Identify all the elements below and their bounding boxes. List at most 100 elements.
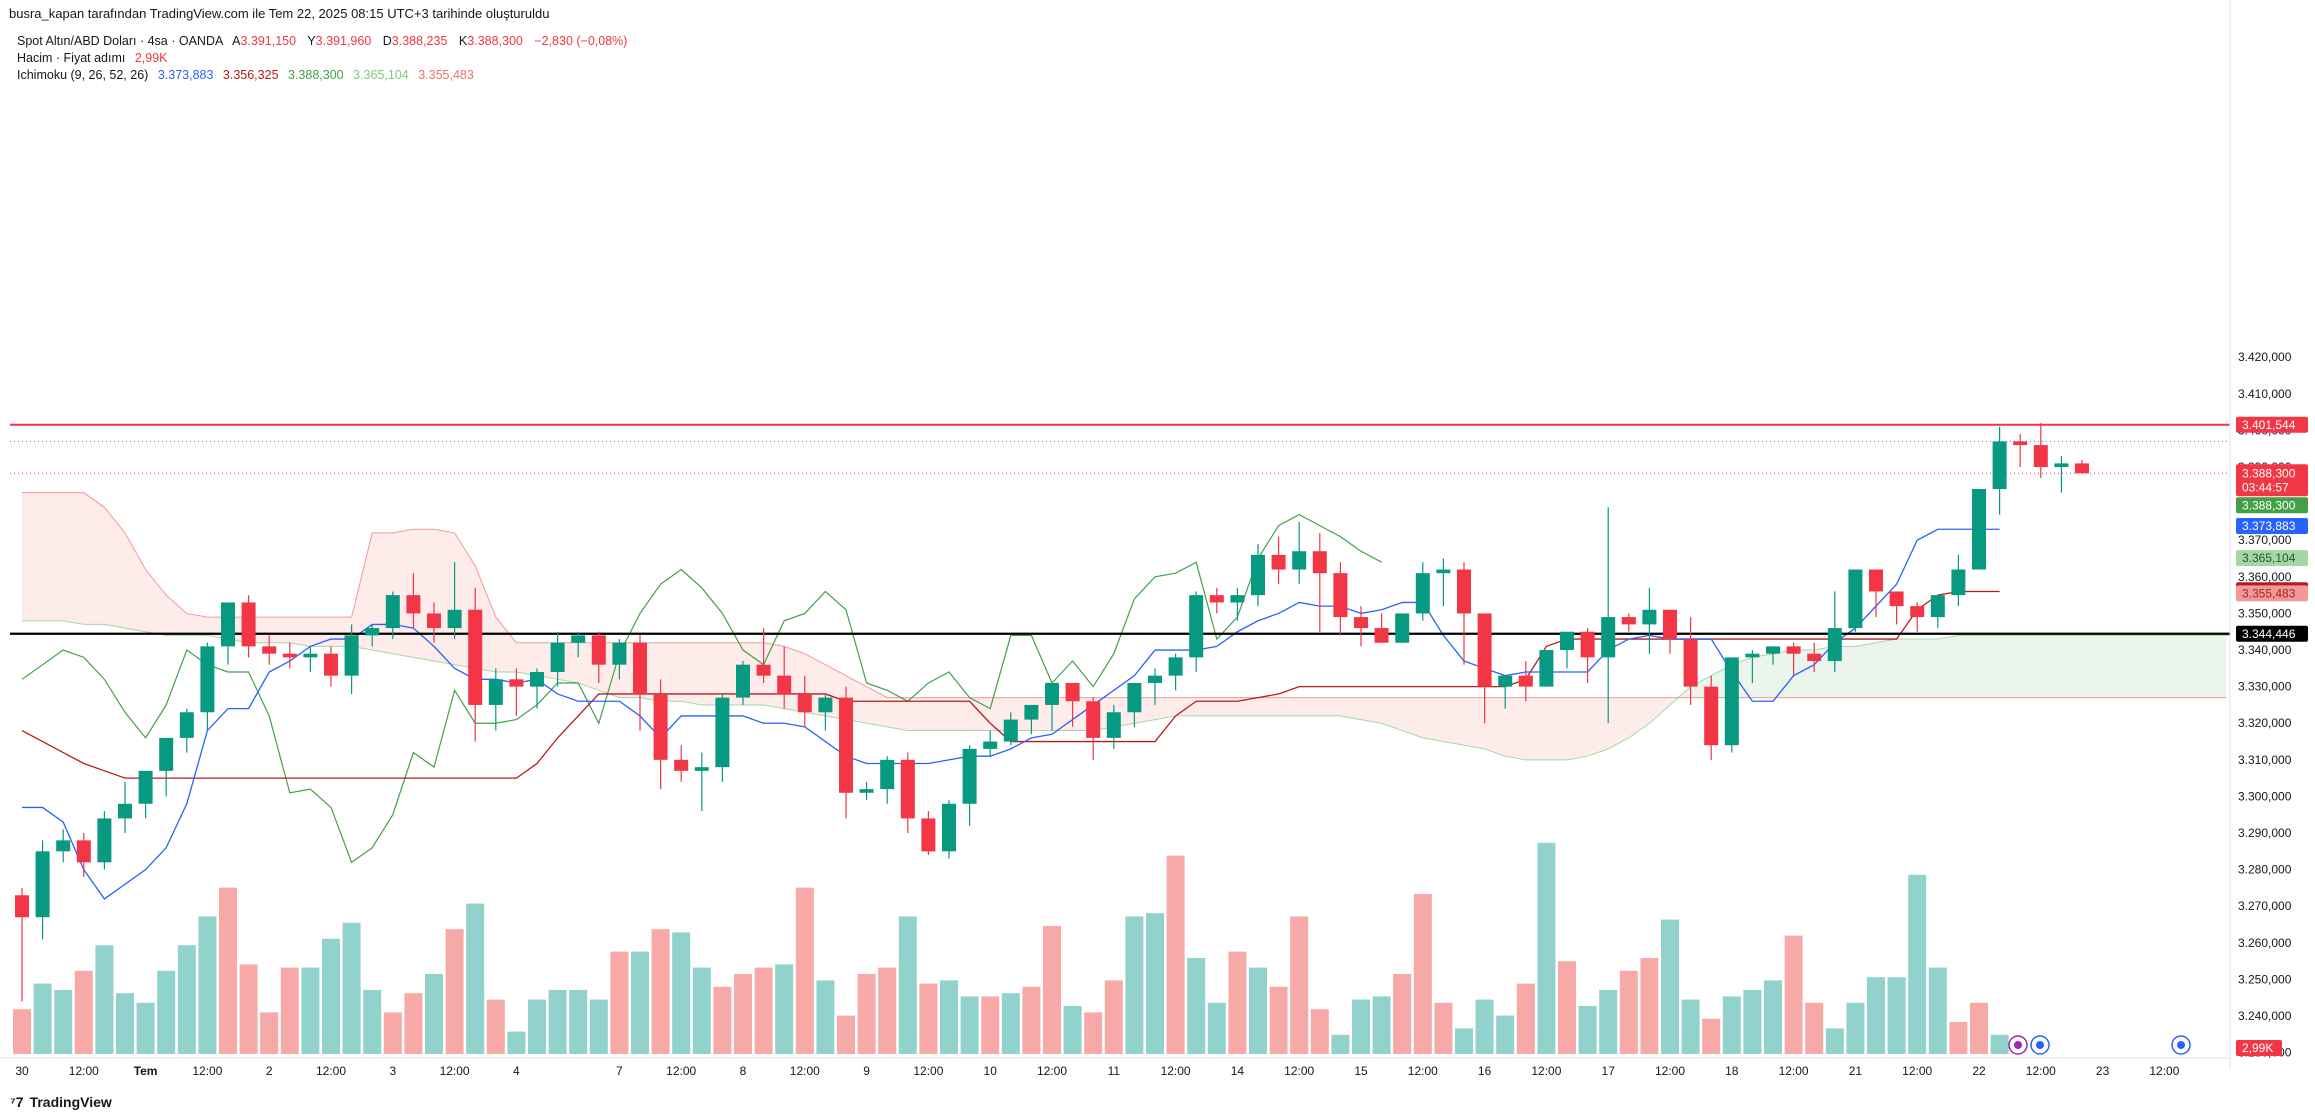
ichimoku-cloud-segment xyxy=(351,532,373,651)
candle-body xyxy=(488,679,503,705)
ichimoku-cloud-segment xyxy=(310,617,331,647)
candle-body xyxy=(591,635,606,665)
ichimoku-cloud-segment xyxy=(660,642,682,702)
candle-body xyxy=(1354,617,1368,629)
legend-ichimoku-label[interactable]: Ichimoku (9, 26, 52, 26) xyxy=(17,68,149,82)
volume-bar xyxy=(548,990,567,1054)
volume-bar xyxy=(445,929,464,1054)
candle-body xyxy=(736,664,750,698)
ichimoku-cloud-segment xyxy=(1175,697,1197,716)
volume-bar xyxy=(1867,977,1885,1054)
plot-area xyxy=(10,423,2230,1054)
ichimoku-cloud-segment xyxy=(866,686,888,727)
legend-volume-label[interactable]: Hacim · Fiyat adımı xyxy=(17,51,126,65)
volume-bar xyxy=(1146,913,1164,1054)
ichimoku-cloud-segment xyxy=(1773,650,1794,698)
candle-body xyxy=(1745,653,1760,658)
volume-bar xyxy=(1846,1002,1865,1054)
candle-body xyxy=(1189,595,1204,658)
volume-bar xyxy=(342,922,361,1054)
time-axis-tick: 12:00 xyxy=(2149,1064,2179,1078)
volume-bar xyxy=(1249,967,1267,1054)
volume-bar xyxy=(1537,842,1556,1054)
volume-bar xyxy=(1125,916,1144,1054)
price-axis-tick: 3.410,000 xyxy=(2238,387,2292,401)
price-axis-tick: 3.260,000 xyxy=(2238,936,2292,950)
legend-volume-value: 2,99K xyxy=(134,51,168,65)
volume-bar xyxy=(651,929,670,1054)
volume-bar xyxy=(1496,1015,1515,1054)
volume-bar xyxy=(857,974,876,1054)
candle-body xyxy=(1024,704,1039,720)
legend-ichimoku-row[interactable]: Ichimoku (9, 26, 52, 26) 3.373,883 3.356… xyxy=(17,68,480,82)
legend-high: 3.391,960 xyxy=(315,34,372,48)
candle-body xyxy=(1786,646,1801,654)
ichimoku-cloud-segment xyxy=(1216,697,1238,716)
volume-bar xyxy=(1619,970,1638,1054)
volume-bar xyxy=(1290,916,1309,1054)
volume-bar xyxy=(1434,1002,1453,1054)
time-axis-tick: 11 xyxy=(1108,1064,1121,1078)
volume-bar xyxy=(322,938,340,1054)
price-level-tag-label: 3.344,446 xyxy=(2242,627,2296,641)
price-axis-tick: 3.350,000 xyxy=(2238,606,2292,620)
ichimoku-cloud-segment xyxy=(1340,697,1361,720)
legend-symbol[interactable]: Spot Altın/ABD Doları · 4sa · OANDA xyxy=(17,34,224,48)
ichimoku-cloud-segment xyxy=(22,492,43,621)
volume-bar xyxy=(136,1002,155,1054)
ichimoku-cloud-segment xyxy=(1196,697,1217,716)
candle-body xyxy=(324,653,338,676)
price-level-tag-label: 3.373,883 xyxy=(2242,519,2296,533)
volume-bar xyxy=(1825,1028,1844,1054)
ichimoku-cloud-segment xyxy=(2082,635,2103,698)
ichimoku-cloud-segment xyxy=(145,569,167,636)
candle-body xyxy=(1560,631,1574,651)
volume-bar xyxy=(1022,986,1041,1054)
candle-body xyxy=(1704,686,1719,746)
candle-body xyxy=(1992,441,2007,489)
event-flash-icon-dot xyxy=(2014,1041,2022,1049)
legend-symbol-row[interactable]: Spot Altın/ABD Doları · 4sa · OANDA A3.3… xyxy=(17,34,639,48)
volume-bar xyxy=(940,980,958,1054)
ichimoku-cloud-segment xyxy=(1546,697,1567,760)
ichimoku-cloud-segment xyxy=(2102,635,2124,698)
candle-body xyxy=(1601,617,1616,658)
volume-bar xyxy=(981,996,1000,1054)
volume-bar xyxy=(1084,1012,1103,1054)
volume-bar xyxy=(1413,894,1432,1054)
time-axis-tick: 12:00 xyxy=(1408,1064,1438,1078)
candle-body xyxy=(1312,551,1327,574)
legend-volume-row[interactable]: Hacim · Fiyat adımı 2,99K xyxy=(17,51,174,65)
ichimoku-cloud-segment xyxy=(2040,635,2062,698)
tradingview-logo[interactable]: ⁷7 TradingView xyxy=(10,1094,112,1110)
volume-bar xyxy=(1393,974,1412,1054)
ichimoku-cloud-segment xyxy=(392,529,414,658)
legend-change: −2,830 (−0,08%) xyxy=(534,34,628,48)
volume-bar xyxy=(1063,1006,1082,1054)
candle-body xyxy=(282,653,297,658)
legend-close: 3.388,300 xyxy=(467,34,523,48)
time-axis-tick: 12:00 xyxy=(790,1064,820,1078)
ichimoku-cloud-segment xyxy=(681,642,702,705)
candle-body xyxy=(1827,628,1842,662)
ichimoku-cloud-segment xyxy=(1793,650,1815,698)
candle-body xyxy=(1951,569,1966,596)
ichimoku-cloud-segment xyxy=(1525,697,1547,760)
candle-body xyxy=(1415,573,1430,614)
event-flag-icon-dot xyxy=(2177,1041,2185,1049)
ichimoku-cloud-segment xyxy=(1958,635,1979,698)
chikou-tag-label: 3.388,300 xyxy=(2242,498,2296,512)
time-axis-tick: 14 xyxy=(1231,1064,1245,1078)
candle-body xyxy=(921,818,936,852)
volume-bar xyxy=(1990,1034,2009,1054)
candle-body xyxy=(859,789,874,793)
volume-bar xyxy=(239,964,258,1054)
volume-bar xyxy=(1743,990,1762,1054)
time-axis-tick: 12:00 xyxy=(1037,1064,1067,1078)
candle-body xyxy=(159,737,174,771)
candle-body xyxy=(756,664,771,676)
ichimoku-cloud-segment xyxy=(1876,639,1897,698)
candle-body xyxy=(2054,463,2069,468)
volume-bar xyxy=(1207,1002,1226,1054)
